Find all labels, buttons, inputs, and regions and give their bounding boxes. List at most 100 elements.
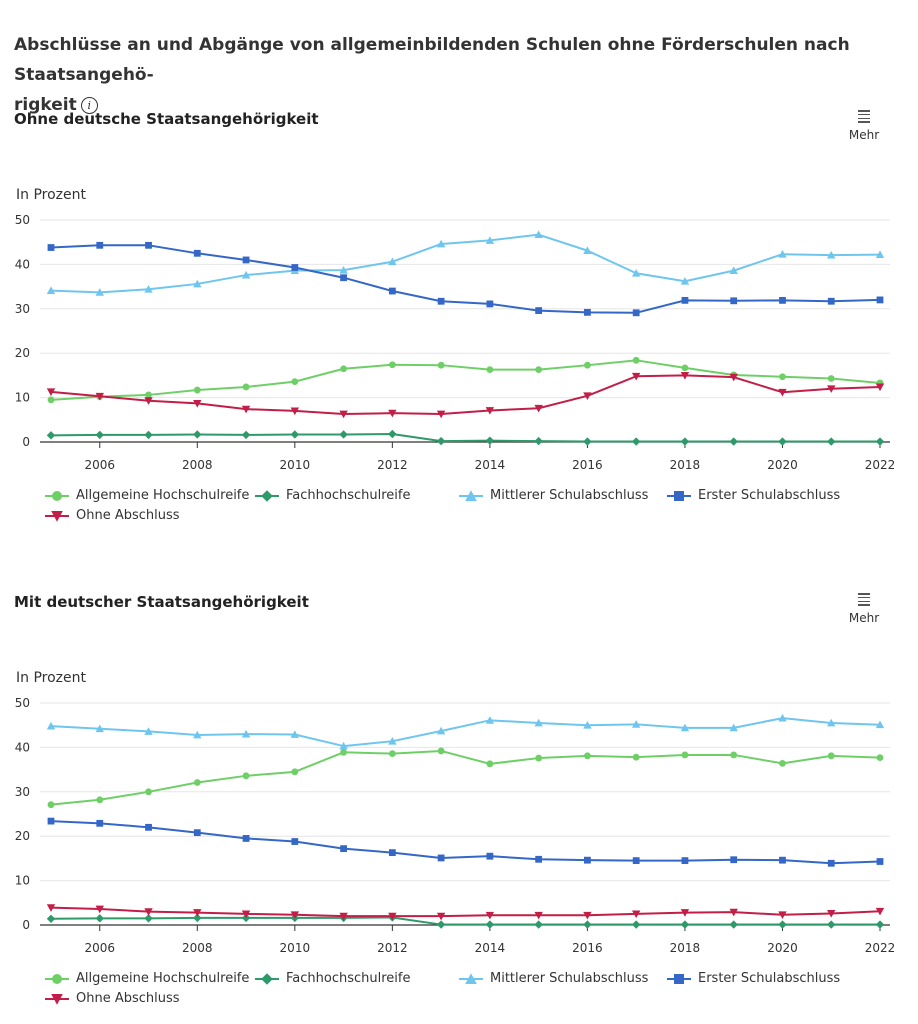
- data-point[interactable]: [729, 908, 738, 917]
- data-point[interactable]: [47, 396, 55, 404]
- data-point[interactable]: [388, 750, 396, 758]
- data-point[interactable]: [535, 855, 543, 863]
- data-point[interactable]: [96, 796, 104, 804]
- data-point[interactable]: [47, 817, 55, 825]
- data-point[interactable]: [340, 845, 347, 853]
- data-point[interactable]: [729, 920, 738, 929]
- data-point[interactable]: [436, 410, 446, 419]
- data-point[interactable]: [730, 297, 738, 305]
- data-point[interactable]: [827, 859, 835, 867]
- data-point[interactable]: [534, 436, 543, 446]
- legend-item[interactable]: Erster Schulabschluss: [666, 488, 840, 503]
- data-point[interactable]: [876, 754, 884, 762]
- data-point[interactable]: [145, 391, 152, 399]
- data-point[interactable]: [680, 920, 690, 929]
- legend-marker[interactable]: [465, 489, 477, 501]
- data-point[interactable]: [631, 720, 641, 728]
- data-point[interactable]: [46, 721, 56, 730]
- data-point[interactable]: [193, 779, 201, 786]
- data-point[interactable]: [535, 366, 543, 374]
- data-point[interactable]: [584, 361, 591, 369]
- data-point[interactable]: [779, 373, 786, 381]
- data-point[interactable]: [193, 909, 202, 917]
- data-point[interactable]: [729, 437, 738, 446]
- legend-item[interactable]: Mittlerer Schulabschluss: [458, 971, 648, 986]
- data-point[interactable]: [779, 856, 786, 864]
- data-point[interactable]: [436, 436, 446, 446]
- data-point[interactable]: [875, 250, 885, 259]
- data-point[interactable]: [95, 288, 104, 296]
- data-point[interactable]: [47, 244, 55, 251]
- chart-menu-button[interactable]: Mehr: [842, 110, 886, 150]
- data-point[interactable]: [827, 250, 836, 259]
- legend-marker[interactable]: [261, 972, 273, 985]
- data-point[interactable]: [46, 431, 56, 440]
- data-point[interactable]: [46, 914, 56, 923]
- info-circle-icon[interactable]: i: [80, 97, 98, 114]
- data-point[interactable]: [437, 747, 445, 755]
- data-point[interactable]: [437, 854, 445, 862]
- data-point[interactable]: [145, 788, 152, 796]
- data-point[interactable]: [290, 407, 300, 416]
- data-point[interactable]: [875, 383, 885, 392]
- data-point[interactable]: [436, 239, 446, 248]
- data-point[interactable]: [47, 801, 55, 809]
- data-point[interactable]: [778, 249, 787, 258]
- data-point[interactable]: [632, 309, 640, 317]
- data-point[interactable]: [144, 397, 153, 405]
- data-point[interactable]: [876, 858, 884, 865]
- legend-item[interactable]: Erster Schulabschluss: [666, 971, 840, 986]
- legend-marker[interactable]: [261, 489, 273, 502]
- data-point[interactable]: [388, 736, 397, 745]
- data-point[interactable]: [535, 754, 543, 762]
- data-point[interactable]: [436, 920, 446, 929]
- data-point[interactable]: [875, 437, 885, 446]
- data-point[interactable]: [827, 920, 836, 929]
- data-point[interactable]: [729, 373, 738, 382]
- data-point[interactable]: [388, 429, 397, 439]
- legend-item[interactable]: Fachhochschulreife: [254, 971, 410, 986]
- data-point[interactable]: [46, 904, 56, 912]
- data-point[interactable]: [779, 759, 786, 767]
- data-point[interactable]: [486, 300, 494, 308]
- data-point[interactable]: [145, 241, 152, 249]
- data-point[interactable]: [193, 430, 202, 439]
- data-point[interactable]: [339, 410, 348, 419]
- data-point[interactable]: [485, 920, 495, 929]
- data-point[interactable]: [242, 835, 250, 842]
- legend-item[interactable]: Ohne Abschluss: [44, 991, 180, 1006]
- data-point[interactable]: [242, 256, 250, 264]
- data-point[interactable]: [96, 241, 104, 249]
- data-point[interactable]: [631, 920, 641, 929]
- data-point[interactable]: [486, 852, 494, 860]
- data-point[interactable]: [95, 905, 104, 914]
- data-point[interactable]: [534, 911, 543, 920]
- data-point[interactable]: [583, 911, 592, 920]
- data-point[interactable]: [95, 430, 104, 440]
- data-point[interactable]: [144, 727, 153, 735]
- data-point[interactable]: [96, 819, 104, 827]
- data-point[interactable]: [534, 230, 543, 239]
- data-point[interactable]: [680, 909, 690, 917]
- data-point[interactable]: [875, 920, 885, 929]
- data-point[interactable]: [193, 386, 201, 394]
- data-point[interactable]: [193, 249, 201, 257]
- data-point[interactable]: [535, 307, 543, 314]
- data-point[interactable]: [241, 405, 251, 414]
- data-point[interactable]: [95, 392, 104, 401]
- data-point[interactable]: [95, 724, 104, 733]
- data-point[interactable]: [436, 912, 446, 921]
- data-point[interactable]: [631, 372, 641, 381]
- data-point[interactable]: [681, 364, 689, 372]
- data-point[interactable]: [339, 265, 348, 274]
- data-point[interactable]: [778, 920, 787, 929]
- data-point[interactable]: [437, 297, 445, 305]
- data-point[interactable]: [241, 270, 251, 279]
- data-point[interactable]: [388, 409, 397, 418]
- data-point[interactable]: [388, 849, 396, 857]
- data-point[interactable]: [46, 286, 56, 294]
- data-point[interactable]: [291, 264, 299, 271]
- data-point[interactable]: [388, 257, 397, 266]
- data-point[interactable]: [340, 365, 347, 373]
- data-point[interactable]: [193, 279, 202, 288]
